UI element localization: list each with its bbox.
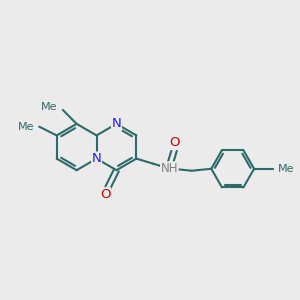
Text: NH: NH — [160, 162, 178, 175]
Text: N: N — [112, 117, 122, 130]
Text: O: O — [100, 188, 111, 201]
Text: N: N — [92, 152, 101, 165]
Text: O: O — [169, 136, 180, 149]
Text: Me: Me — [278, 164, 295, 174]
Text: Me: Me — [41, 102, 58, 112]
Text: Me: Me — [17, 122, 34, 132]
